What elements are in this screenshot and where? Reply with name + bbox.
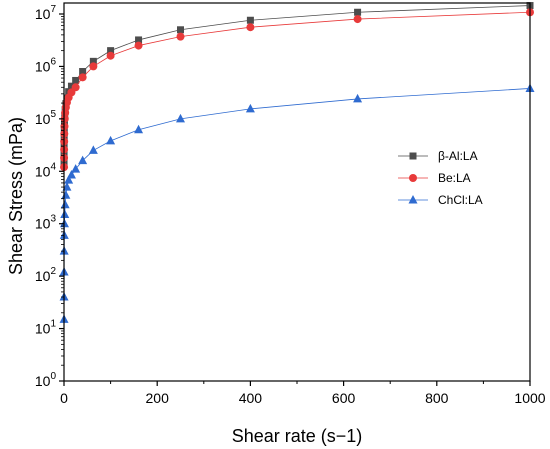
y-tick-label: 104	[35, 161, 57, 179]
x-tick-label: 200	[146, 390, 170, 406]
data-point	[89, 62, 98, 71]
data-point	[246, 23, 255, 32]
data-point	[88, 145, 98, 154]
plot-frame	[63, 2, 531, 382]
series-square	[60, 2, 534, 166]
y-tick-label: 106	[35, 56, 57, 74]
data-point	[106, 135, 116, 145]
series-line	[63, 5, 531, 163]
series-triangle	[59, 83, 535, 323]
y-tick-label: 101	[35, 319, 57, 337]
series-line	[63, 11, 531, 168]
y-tick-label: 100	[35, 371, 57, 389]
data-point	[177, 26, 184, 34]
legend-marker	[408, 195, 418, 204]
data-point	[354, 8, 362, 16]
x-tick-label: 0	[60, 390, 68, 406]
data-point	[78, 73, 87, 82]
series-circle	[60, 8, 534, 172]
data-point	[66, 169, 76, 179]
legend-marker	[409, 152, 417, 160]
y-tick-label: 103	[35, 214, 57, 232]
data-point	[107, 47, 115, 55]
data-point	[71, 83, 80, 92]
x-tick-label: 600	[332, 390, 356, 406]
x-axis-title: Shear rate (s−1)	[232, 426, 363, 446]
data-point	[61, 190, 71, 199]
data-point	[134, 124, 144, 134]
x-tick-label: 400	[239, 390, 263, 406]
legend-label: β-Al:LA	[438, 149, 478, 163]
data-point	[71, 164, 81, 173]
data-point	[106, 51, 115, 60]
y-tick-label: 105	[35, 109, 57, 127]
x-tick-label: 1000	[514, 390, 545, 406]
data-point	[67, 82, 75, 90]
data-point	[176, 113, 185, 123]
data-point	[60, 209, 70, 218]
axes-layer: 0 200 400 600 800 1000 100 101 102 103 104 105 106 10…	[35, 2, 546, 406]
data-point	[134, 41, 143, 50]
x-tick-label: 800	[425, 390, 449, 406]
y-axis-title: Shear Stress (mPa)	[6, 117, 26, 275]
data-point	[72, 76, 80, 84]
data-point	[176, 32, 185, 41]
data-point	[62, 182, 72, 191]
y-tick-label: 107	[35, 4, 57, 22]
data-point	[353, 15, 362, 24]
legend-marker	[409, 174, 417, 182]
data-point	[245, 103, 255, 113]
data-point	[60, 199, 70, 209]
data-point	[89, 57, 97, 65]
data-point	[79, 68, 87, 76]
legend-label: ChCl:LA	[438, 193, 483, 207]
data-point	[353, 93, 363, 103]
data-point	[78, 155, 88, 165]
legend: β-Al:LA Be:LA ChCl:LA	[398, 149, 483, 207]
data-point	[246, 16, 254, 24]
y-tick-label: 102	[35, 266, 57, 284]
data-point	[135, 36, 143, 44]
data-point	[64, 175, 74, 184]
legend-label: Be:LA	[438, 171, 471, 185]
